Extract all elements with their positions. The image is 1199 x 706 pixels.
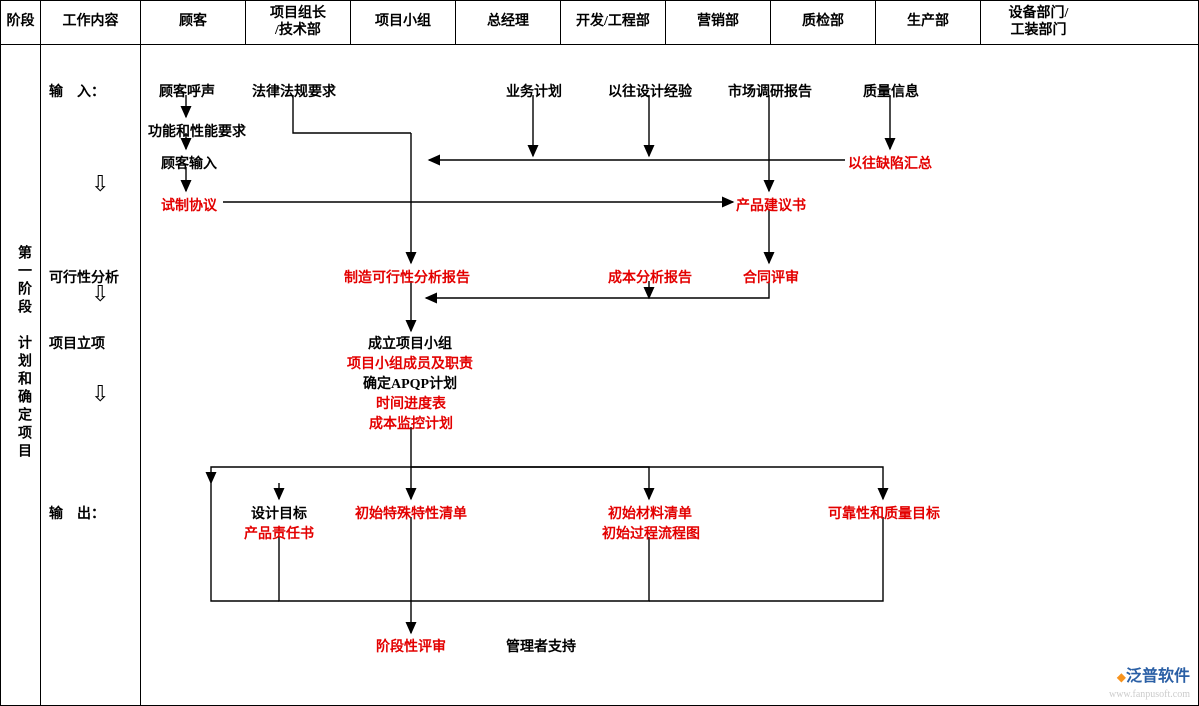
flow-edge — [211, 427, 411, 483]
flow-edge — [279, 537, 411, 601]
flow-node: 业务计划 — [506, 81, 562, 101]
flow-node: 法律法规要求 — [252, 81, 336, 101]
flow-node: 试制协议 — [161, 195, 217, 215]
flow-node: 产品建议书 — [736, 195, 806, 215]
flow-edge — [426, 281, 769, 298]
section-project: 项目立项 — [49, 333, 105, 353]
watermark-logo: ◆泛普软件 www.fanpusoft.com — [1109, 662, 1190, 701]
flow-node: 阶段性评审 — [376, 636, 446, 656]
flow-node: 制造可行性分析报告 — [344, 267, 470, 287]
flow-node: 可靠性和质量目标 — [828, 503, 940, 523]
section-input: 输 入： — [49, 81, 105, 101]
header-cell: 生产部 — [876, 1, 981, 44]
flow-node: 管理者支持 — [506, 636, 576, 656]
header-row: 阶段工作内容顾客项目组长/技术部项目小组总经理开发/工程部营销部质检部生产部设备… — [1, 1, 1198, 45]
flow-node: 成立项目小组 — [368, 333, 452, 353]
flow-node: 设计目标 — [251, 503, 307, 523]
flow-node: 顾客呼声 — [159, 81, 215, 101]
flow-node: 市场调研报告 — [728, 81, 812, 101]
flow-svg — [1, 45, 1198, 705]
header-cell: 开发/工程部 — [561, 1, 666, 44]
section-output: 输 出： — [49, 503, 105, 523]
header-cell: 总经理 — [456, 1, 561, 44]
flow-node: 初始材料清单 — [608, 503, 692, 523]
flow-node: 项目小组成员及职责 — [347, 353, 473, 373]
flow-edge — [411, 467, 649, 499]
flow-node: 产品责任书 — [244, 523, 314, 543]
phase-arrow-icon: ⇩ — [91, 281, 109, 307]
diagram-body: 第一阶段 计划和确定项目 输 入： 可行性分析 项目立项 输 出： ◆泛普软件 … — [1, 45, 1198, 705]
header-cell: 工作内容 — [41, 1, 141, 44]
flow-edge — [411, 537, 649, 601]
header-cell: 项目小组 — [351, 1, 456, 44]
phase-arrow-icon: ⇩ — [91, 381, 109, 407]
header-cell: 设备部门/工装部门 — [981, 1, 1096, 44]
header-cell: 顾客 — [141, 1, 246, 44]
flow-node: 顾客输入 — [161, 153, 217, 173]
flow-node: 确定APQP计划 — [363, 373, 457, 393]
flow-node: 合同评审 — [743, 267, 799, 287]
phase-title-2: 计划和确定项目 — [13, 335, 33, 461]
header-cell: 营销部 — [666, 1, 771, 44]
logo-url: www.fanpusoft.com — [1109, 689, 1190, 700]
flow-node: 质量信息 — [863, 81, 919, 101]
column-divider — [40, 45, 41, 705]
flow-edge — [411, 467, 883, 499]
flow-node: 初始过程流程图 — [602, 523, 700, 543]
header-cell: 质检部 — [771, 1, 876, 44]
logo-text: 泛普软件 — [1126, 668, 1190, 685]
flow-node: 以往缺陷汇总 — [848, 153, 932, 173]
flow-node: 功能和性能要求 — [148, 121, 246, 141]
diagram-root: 阶段工作内容顾客项目组长/技术部项目小组总经理开发/工程部营销部质检部生产部设备… — [0, 0, 1199, 706]
flow-node: 成本监控计划 — [369, 413, 453, 433]
header-cell: 阶段 — [1, 1, 41, 44]
column-divider — [140, 45, 141, 705]
phase-title-1: 第一阶段 — [13, 245, 33, 317]
flow-node: 时间进度表 — [376, 393, 446, 413]
flow-node: 成本分析报告 — [608, 267, 692, 287]
flow-node: 以往设计经验 — [608, 81, 692, 101]
header-cell: 项目组长/技术部 — [246, 1, 351, 44]
phase-arrow-icon: ⇩ — [91, 171, 109, 197]
flow-node: 初始特殊特性清单 — [355, 503, 467, 523]
